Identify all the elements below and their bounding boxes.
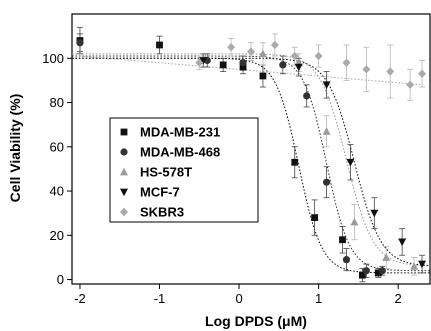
marker-mda-mb-468 <box>378 267 386 275</box>
x-tick-label: 1 <box>315 291 322 306</box>
marker-hs-578t <box>350 217 359 226</box>
marker-mcf-7 <box>370 209 379 218</box>
x-tick-label: 0 <box>235 291 242 306</box>
marker-mda-mb-468 <box>76 39 84 47</box>
legend-label: MDA-MB-468 <box>140 145 220 160</box>
marker-mcf-7 <box>418 260 427 269</box>
y-tick-label: 40 <box>50 184 64 199</box>
fit-line-hs-578t <box>72 53 431 267</box>
marker-mda-mb-231 <box>156 41 163 49</box>
x-tick-label: -2 <box>74 291 86 306</box>
y-axis-ticks: 0 20 40 60 80 100 <box>42 51 72 287</box>
marker-skbr3 <box>195 58 204 67</box>
legend-marker-hs-578t <box>120 167 128 176</box>
marker-mda-mb-231 <box>291 158 299 166</box>
marker-skbr3 <box>362 65 371 74</box>
marker-skbr3 <box>227 42 236 52</box>
legend-marker-mcf-7 <box>120 188 128 197</box>
y-tick-label: 20 <box>50 228 64 243</box>
legend: MDA-MB-231 MDA-MB-468 HS-578T MCF-7 SKBR3 <box>109 117 259 223</box>
legend-marker-mda-mb-468 <box>120 148 128 156</box>
marker-mda-mb-231 <box>339 236 346 244</box>
marker-mda-mb-468 <box>322 178 331 186</box>
legend-marker-mda-mb-231 <box>120 128 128 136</box>
marker-hs-578t <box>382 253 391 261</box>
marker-mcf-7 <box>398 238 407 247</box>
plot-frame <box>71 13 431 285</box>
marker-mda-mb-231 <box>358 271 366 279</box>
marker-hs-578t <box>258 49 267 58</box>
legend-label: MDA-MB-231 <box>140 125 220 140</box>
y-axis-title: Cell Viability (%) <box>7 94 23 203</box>
marker-mda-mb-231 <box>374 269 382 277</box>
x-tick-label: -1 <box>154 291 166 306</box>
marker-mda-mb-231 <box>259 72 267 80</box>
marker-skbr3 <box>314 51 323 61</box>
y-tick-label: 100 <box>42 51 64 66</box>
marker-mda-mb-231 <box>239 63 247 71</box>
marker-mda-mb-468 <box>342 256 351 264</box>
fit-line-skbr3 <box>79 55 423 86</box>
marker-mda-mb-468 <box>279 61 287 69</box>
marker-skbr3 <box>418 69 427 78</box>
marker-mda-mb-231 <box>219 61 227 69</box>
marker-mcf-7 <box>294 63 303 72</box>
marker-mda-mb-468 <box>239 59 247 67</box>
marker-mda-mb-468 <box>303 92 311 100</box>
legend-marker-skbr3 <box>120 207 128 217</box>
legend-label: HS-578T <box>140 165 192 180</box>
marker-skbr3 <box>386 67 395 76</box>
marker-skbr3 <box>406 80 415 90</box>
legend-label: SKBR3 <box>140 205 184 220</box>
marker-hs-578t <box>322 127 331 135</box>
x-tick-label: 2 <box>395 291 402 306</box>
fit-line-mda-mb-231 <box>72 57 430 274</box>
fit-lines <box>72 53 431 274</box>
marker-skbr3 <box>342 58 351 67</box>
axes-box <box>71 13 431 285</box>
legend-box <box>109 117 259 223</box>
marker-skbr3 <box>270 40 279 50</box>
marker-mcf-7 <box>322 81 331 90</box>
x-axis-title: Log DPDS (μM) <box>205 313 307 329</box>
y-tick-label: 80 <box>50 95 64 110</box>
marker-skbr3 <box>290 51 299 61</box>
marker-hs-578t <box>410 262 419 270</box>
marker-mda-mb-468 <box>362 267 370 275</box>
fit-line-mcf-7 <box>72 57 431 267</box>
marker-mcf-7 <box>346 158 355 167</box>
marker-mda-mb-231 <box>311 214 319 222</box>
marker-mcf-7 <box>199 57 208 65</box>
legend-label: MCF-7 <box>140 185 180 200</box>
x-axis-ticks: -2 -1 0 1 2 <box>74 284 402 306</box>
data-markers <box>76 37 427 279</box>
y-tick-label: 60 <box>50 139 64 154</box>
y-tick-label: 0 <box>57 272 64 287</box>
marker-skbr3 <box>247 47 255 56</box>
